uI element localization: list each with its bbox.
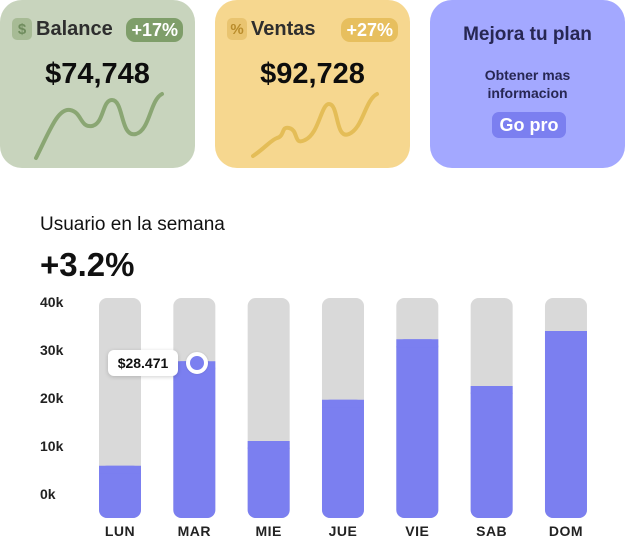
go-pro-button[interactable]: Go pro: [492, 112, 566, 138]
balance-card-header: $ Balance +17%: [12, 16, 183, 42]
bar-cap-lun: [99, 465, 141, 474]
bar-mar[interactable]: [173, 361, 216, 518]
plan-title: Mejora tu plan: [463, 24, 592, 45]
upgrade-plan-card: Mejora tu plan Obtener mas informacion G…: [430, 0, 625, 168]
balance-change-badge: +17%: [126, 18, 183, 42]
balance-amount: $74,748: [45, 58, 150, 90]
sales-amount: $92,728: [260, 58, 365, 90]
x-tick-label-jue: JUE: [329, 523, 358, 539]
sales-change-badge: +27%: [341, 18, 398, 42]
y-tick-label: 30k: [40, 342, 64, 358]
bar-cap-sab: [470, 386, 513, 394]
weekly-users-change: +3.2%: [40, 246, 135, 283]
y-tick-label: 20k: [40, 390, 64, 406]
x-tick-label-vie: VIE: [405, 523, 429, 539]
sales-sparkline: [251, 92, 379, 158]
x-tick-label-lun: LUN: [105, 523, 135, 539]
balance-card: $ Balance +17% $74,748: [0, 0, 195, 168]
balance-label: Balance: [36, 18, 113, 40]
x-tick-label-dom: DOM: [549, 523, 583, 539]
sales-card: % Ventas +27% $92,728: [215, 0, 410, 168]
plan-subtitle: Obtener mas informacion: [484, 67, 571, 101]
bar-dom[interactable]: [544, 331, 587, 518]
bar-cap-dom: [544, 331, 587, 339]
bar-cap-vie: [396, 339, 439, 348]
weekly-users-bar-chart: 40k 30k 20k 10k 0k LUN MAR MIE JUE VIE SAB DOM: [40, 294, 587, 539]
balance-sparkline: [34, 92, 164, 160]
bar-sab[interactable]: [470, 386, 513, 518]
y-tick-label: 10k: [40, 438, 64, 454]
bar-tooltip: $28.471: [108, 350, 178, 376]
weekly-users-title: Usuario en la semana: [40, 214, 225, 235]
y-tick-label: 40k: [40, 294, 64, 310]
percent-icon: %: [227, 18, 247, 40]
x-tick-label-mar: MAR: [178, 523, 211, 539]
y-tick-label: 0k: [40, 486, 56, 502]
bar-mie[interactable]: [247, 441, 290, 518]
bar-vie[interactable]: [396, 339, 439, 518]
sales-label: Ventas: [251, 18, 316, 40]
dollar-icon: $: [12, 18, 32, 40]
sales-card-header: % Ventas +27%: [227, 16, 398, 42]
bar-cap-jue: [321, 399, 364, 408]
tooltip-marker-dot: [186, 352, 208, 374]
bar-jue[interactable]: [321, 399, 364, 518]
x-tick-label-sab: SAB: [476, 523, 507, 539]
bar-cap-mie: [247, 441, 290, 449]
bar-lun[interactable]: [99, 465, 141, 518]
x-tick-label-mie: MIE: [255, 523, 281, 539]
